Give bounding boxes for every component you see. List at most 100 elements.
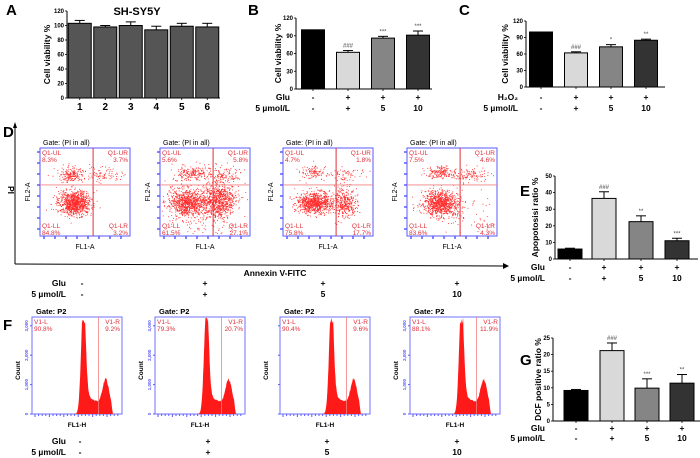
data-point bbox=[226, 170, 228, 172]
data-point bbox=[192, 170, 193, 172]
data-point bbox=[174, 214, 176, 216]
data-point bbox=[195, 199, 197, 201]
data-point bbox=[314, 197, 316, 199]
data-point bbox=[348, 214, 350, 216]
data-point bbox=[225, 191, 227, 193]
data-point bbox=[206, 182, 208, 184]
data-point bbox=[84, 204, 86, 206]
data-point bbox=[65, 207, 66, 209]
data-point bbox=[311, 176, 313, 178]
data-point bbox=[200, 174, 202, 176]
data-point bbox=[189, 179, 191, 181]
data-point bbox=[309, 201, 311, 203]
data-point bbox=[321, 202, 323, 204]
data-point bbox=[318, 205, 320, 206]
data-point bbox=[195, 204, 197, 206]
data-point bbox=[69, 210, 71, 212]
data-point bbox=[219, 214, 221, 216]
data-point bbox=[303, 209, 305, 211]
data-point bbox=[341, 198, 343, 200]
data-point bbox=[180, 213, 182, 215]
data-point bbox=[230, 206, 232, 208]
data-point bbox=[302, 172, 304, 173]
data-point bbox=[191, 194, 193, 196]
data-point bbox=[199, 200, 200, 202]
data-point bbox=[333, 194, 335, 196]
condition-value: - bbox=[540, 92, 543, 102]
data-point bbox=[442, 193, 444, 195]
data-point bbox=[191, 199, 193, 201]
data-point bbox=[98, 170, 100, 172]
data-point bbox=[323, 199, 325, 201]
data-point bbox=[297, 210, 299, 212]
data-point bbox=[319, 170, 321, 172]
data-point bbox=[63, 196, 65, 198]
data-point bbox=[82, 170, 84, 172]
data-point bbox=[180, 204, 182, 206]
data-point bbox=[184, 179, 186, 181]
data-point bbox=[196, 171, 198, 173]
data-point bbox=[342, 189, 344, 191]
data-point bbox=[186, 197, 187, 199]
data-point bbox=[62, 194, 64, 196]
data-point bbox=[296, 168, 298, 170]
data-point bbox=[77, 175, 79, 177]
data-point bbox=[194, 194, 196, 196]
data-point bbox=[445, 208, 447, 210]
data-point bbox=[185, 180, 187, 181]
data-point bbox=[342, 204, 344, 206]
data-point bbox=[441, 204, 443, 206]
data-point bbox=[80, 171, 82, 173]
data-point bbox=[351, 192, 353, 193]
data-point bbox=[347, 198, 349, 200]
data-point bbox=[68, 208, 70, 210]
data-point bbox=[82, 191, 84, 193]
data-point bbox=[225, 201, 227, 203]
data-point bbox=[232, 197, 234, 199]
data-point bbox=[75, 198, 77, 200]
data-point bbox=[436, 202, 437, 204]
data-point bbox=[217, 181, 219, 183]
data-point bbox=[198, 219, 199, 221]
data-point bbox=[206, 188, 208, 190]
data-point bbox=[311, 195, 313, 197]
data-point bbox=[191, 207, 193, 209]
data-point bbox=[69, 207, 71, 209]
data-point bbox=[181, 185, 183, 187]
data-point bbox=[62, 171, 64, 173]
data-point bbox=[74, 199, 76, 201]
data-point bbox=[62, 179, 64, 181]
data-point bbox=[216, 209, 218, 210]
data-point bbox=[317, 198, 319, 200]
data-point bbox=[69, 172, 71, 173]
data-point bbox=[68, 178, 70, 180]
data-point bbox=[70, 200, 72, 202]
data-point bbox=[199, 206, 201, 208]
data-point bbox=[62, 201, 64, 203]
data-point bbox=[436, 197, 438, 199]
data-point bbox=[217, 206, 219, 208]
data-point bbox=[75, 202, 77, 204]
data-point bbox=[180, 172, 182, 174]
data-point bbox=[318, 195, 320, 197]
data-point bbox=[179, 201, 181, 203]
data-point bbox=[75, 210, 77, 212]
data-point bbox=[202, 173, 204, 175]
data-point bbox=[339, 189, 341, 191]
data-point bbox=[182, 188, 184, 190]
data-point bbox=[323, 212, 325, 214]
data-point bbox=[295, 209, 297, 211]
data-point bbox=[181, 205, 183, 207]
data-point bbox=[98, 182, 100, 184]
data-point bbox=[205, 208, 207, 210]
data-point bbox=[210, 199, 211, 201]
data-point bbox=[74, 204, 76, 206]
data-point bbox=[347, 207, 349, 209]
data-point bbox=[344, 200, 346, 202]
data-point bbox=[193, 196, 195, 198]
data-point bbox=[207, 197, 209, 199]
data-point bbox=[326, 195, 328, 197]
data-point bbox=[198, 205, 200, 207]
data-point bbox=[345, 172, 347, 174]
